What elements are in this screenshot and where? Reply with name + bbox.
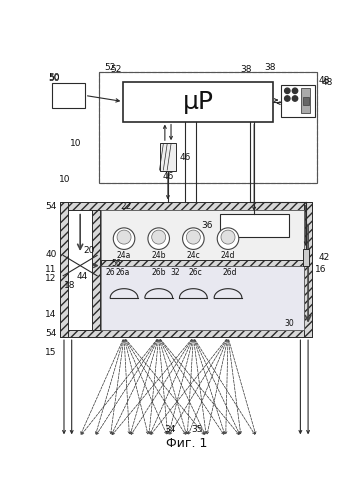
Circle shape	[117, 230, 131, 244]
Text: 26: 26	[106, 268, 115, 277]
Bar	[160, 143, 176, 171]
Circle shape	[148, 228, 170, 250]
Text: 52: 52	[105, 63, 116, 72]
Text: 38: 38	[265, 63, 276, 72]
Text: 10: 10	[70, 138, 81, 147]
Text: 24b: 24b	[151, 251, 166, 260]
Text: 11: 11	[45, 265, 57, 274]
Text: 38: 38	[241, 64, 252, 74]
Text: 44: 44	[77, 272, 88, 281]
Text: 52: 52	[110, 64, 121, 74]
Circle shape	[217, 228, 239, 250]
Text: 26b: 26b	[151, 268, 166, 277]
Bar	[301, 88, 310, 113]
Text: 14: 14	[45, 310, 57, 318]
Circle shape	[221, 230, 235, 244]
Text: 10: 10	[59, 175, 70, 184]
Text: 50: 50	[49, 73, 60, 82]
Circle shape	[183, 228, 204, 250]
Circle shape	[292, 88, 298, 94]
Bar	[52, 83, 85, 108]
Bar	[281, 84, 315, 117]
Text: 46: 46	[179, 152, 191, 162]
Bar	[60, 202, 68, 337]
Text: 54: 54	[45, 202, 57, 211]
Text: 26d: 26d	[222, 268, 237, 277]
Text: 40: 40	[45, 250, 57, 258]
Text: 12: 12	[45, 274, 57, 283]
Bar	[303, 248, 309, 266]
Text: 18: 18	[64, 281, 75, 290]
Bar	[101, 260, 304, 266]
Text: 42: 42	[318, 252, 329, 262]
Bar	[60, 330, 312, 337]
Text: 36: 36	[201, 221, 213, 230]
Text: 15: 15	[45, 348, 57, 357]
Text: 48: 48	[321, 78, 333, 87]
Text: 54: 54	[45, 329, 57, 338]
Bar	[101, 210, 304, 260]
Circle shape	[285, 96, 290, 101]
Text: 22: 22	[120, 202, 131, 211]
Bar	[123, 82, 273, 122]
Text: 46: 46	[162, 172, 174, 181]
Bar	[92, 210, 100, 330]
Text: 30: 30	[284, 319, 294, 328]
Text: 26a: 26a	[115, 268, 130, 277]
Bar	[304, 202, 312, 337]
Text: 24c: 24c	[187, 251, 200, 260]
Text: 34: 34	[164, 425, 176, 434]
Bar	[220, 214, 289, 237]
Text: 26c: 26c	[188, 268, 202, 277]
Bar	[60, 202, 312, 210]
Circle shape	[186, 230, 200, 244]
Bar	[101, 266, 304, 330]
Text: 32: 32	[171, 268, 180, 277]
Bar	[303, 97, 309, 104]
Text: Фиг. 1: Фиг. 1	[166, 437, 207, 450]
Text: 56: 56	[111, 259, 121, 268]
Circle shape	[113, 228, 135, 250]
Text: 50: 50	[49, 74, 60, 83]
Circle shape	[285, 88, 290, 94]
Text: 20: 20	[84, 246, 95, 256]
Circle shape	[152, 230, 166, 244]
Text: µP: µP	[183, 90, 213, 114]
Text: 16: 16	[315, 265, 327, 274]
Bar	[99, 72, 317, 183]
Text: 48: 48	[319, 76, 330, 86]
Text: 35: 35	[191, 425, 203, 434]
Circle shape	[292, 96, 298, 101]
Text: 24d: 24d	[221, 251, 235, 260]
Bar	[99, 72, 317, 183]
Text: 24a: 24a	[117, 251, 131, 260]
